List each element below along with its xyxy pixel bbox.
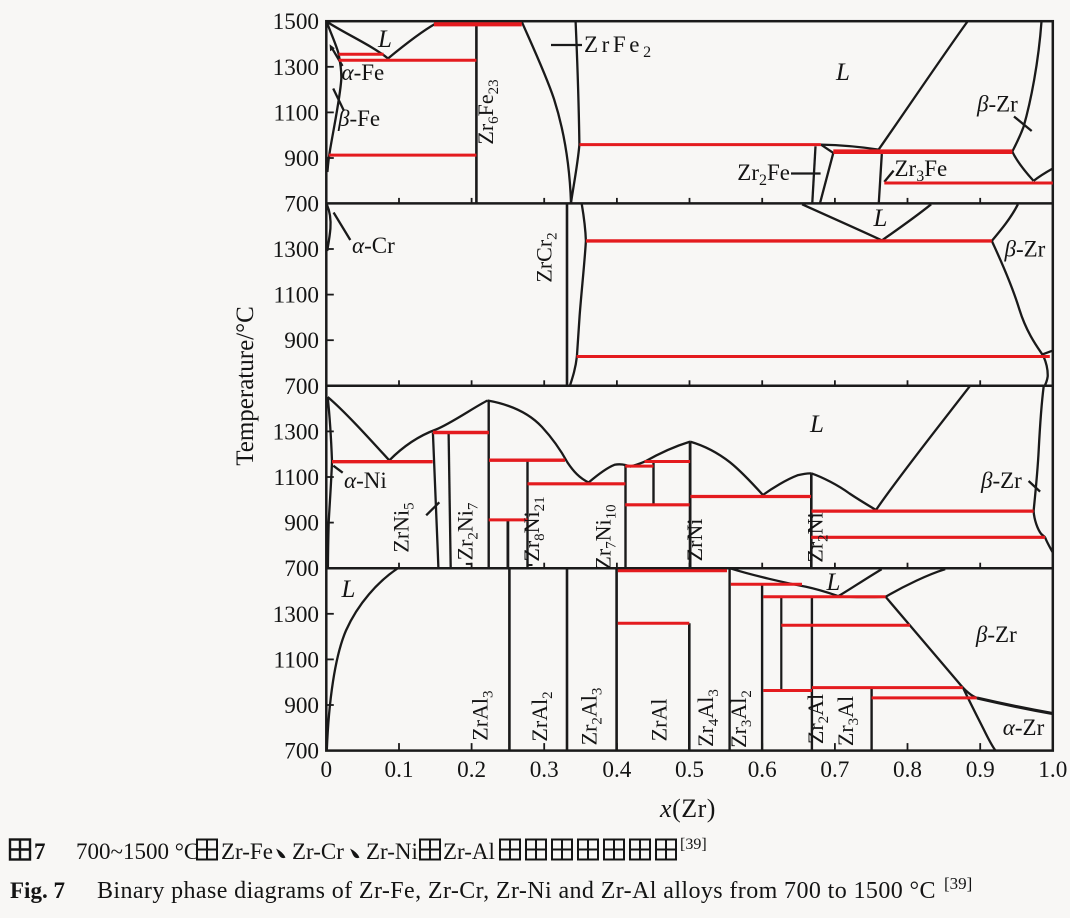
svg-text:Zr8Ni21: Zr8Ni21 [519,496,548,561]
svg-text:0.3: 0.3 [530,757,559,783]
svg-text:700~1500 °C: 700~1500 °C [76,839,199,864]
svg-text:β-Zr: β-Zr [976,92,1018,117]
svg-text:700: 700 [284,556,319,582]
svg-text:β-Zr: β-Zr [980,468,1022,493]
svg-text:ZrAl2: ZrAl2 [527,691,556,741]
svg-text:Zr3Al: Zr3Al [833,696,862,746]
svg-text:Zr7Ni10: Zr7Ni10 [591,504,620,569]
svg-text:Zr2Al3: Zr2Al3 [577,688,606,746]
svg-text:700: 700 [284,192,319,218]
svg-text:1100: 1100 [273,283,319,309]
svg-text:Zr2Ni: Zr2Ni [803,512,832,562]
svg-text:β-Zr: β-Zr [1004,237,1046,262]
svg-text:L: L [377,26,392,53]
svg-text:α-Ni: α-Ni [344,468,387,493]
svg-text:1500: 1500 [273,9,319,35]
svg-text:900: 900 [284,328,319,354]
svg-text:Binary phase diagrams of Zr-Fe: Binary phase diagrams of Zr-Fe, Zr-Cr, Z… [97,878,936,904]
svg-text:ZrCr2: ZrCr2 [532,232,561,282]
svg-text:0.2: 0.2 [457,757,486,783]
svg-text:1300: 1300 [273,55,319,81]
svg-text:900: 900 [284,693,319,719]
svg-text:L: L [873,205,888,232]
svg-text:Zr2Fe: Zr2Fe [737,160,790,189]
svg-text:L: L [835,59,850,86]
svg-text:β-Zr: β-Zr [975,622,1017,647]
svg-text:[39]: [39] [944,874,972,893]
svg-text:Zr2Al: Zr2Al [803,694,832,744]
svg-text:1100: 1100 [273,465,319,491]
svg-text:0.8: 0.8 [893,757,922,783]
svg-text:1300: 1300 [273,602,319,628]
svg-text:1100: 1100 [273,100,319,126]
svg-text:Zr2Ni7: Zr2Ni7 [453,502,482,560]
svg-text:ZrFe2: ZrFe2 [584,32,655,61]
svg-text:1.0: 1.0 [1038,757,1067,783]
svg-text:0.6: 0.6 [748,757,777,783]
svg-text:1300: 1300 [273,419,319,445]
svg-text:β-Fe: β-Fe [337,106,380,131]
svg-text:Fig. 7: Fig. 7 [10,878,65,903]
svg-text:900: 900 [284,146,319,172]
svg-text:Zr-Ni: Zr-Ni [366,839,418,864]
svg-text:Temperature/°C: Temperature/°C [232,306,259,466]
svg-text:0.7: 0.7 [820,757,849,783]
svg-text:α-Cr: α-Cr [352,233,395,258]
svg-text:ZrAl: ZrAl [647,699,672,742]
svg-text:[39]: [39] [680,836,707,853]
svg-text:0: 0 [321,757,333,783]
svg-text:x(Zr): x(Zr) [659,794,716,823]
svg-text:α-Zr: α-Zr [1003,715,1045,740]
svg-text:L: L [809,411,824,438]
svg-text:L: L [341,576,356,603]
svg-text:Zr-Al: Zr-Al [443,839,495,864]
svg-text:ZrNi5: ZrNi5 [389,502,418,552]
svg-text:L: L [826,569,841,596]
svg-text:1300: 1300 [273,237,319,263]
svg-text:0.5: 0.5 [675,757,704,783]
svg-text:α-Fe: α-Fe [342,60,385,85]
svg-text:900: 900 [284,511,319,537]
svg-text:0.4: 0.4 [602,757,631,783]
svg-text:1100: 1100 [273,647,319,673]
svg-text:Zr-Fe: Zr-Fe [221,839,273,864]
svg-text:Zr3Fe: Zr3Fe [895,156,948,185]
svg-text:7: 7 [34,839,46,864]
svg-text:0.9: 0.9 [966,757,995,783]
svg-text:0.1: 0.1 [385,757,414,783]
svg-text:Zr-Cr: Zr-Cr [292,839,344,864]
svg-text:Zr3Al2: Zr3Al2 [726,690,755,748]
svg-text:Zr4Al3: Zr4Al3 [693,689,722,747]
svg-text:700: 700 [284,739,319,765]
svg-text:700: 700 [284,374,319,400]
svg-text:ZrNi: ZrNi [682,519,707,562]
svg-text:ZrAl3: ZrAl3 [468,690,497,740]
